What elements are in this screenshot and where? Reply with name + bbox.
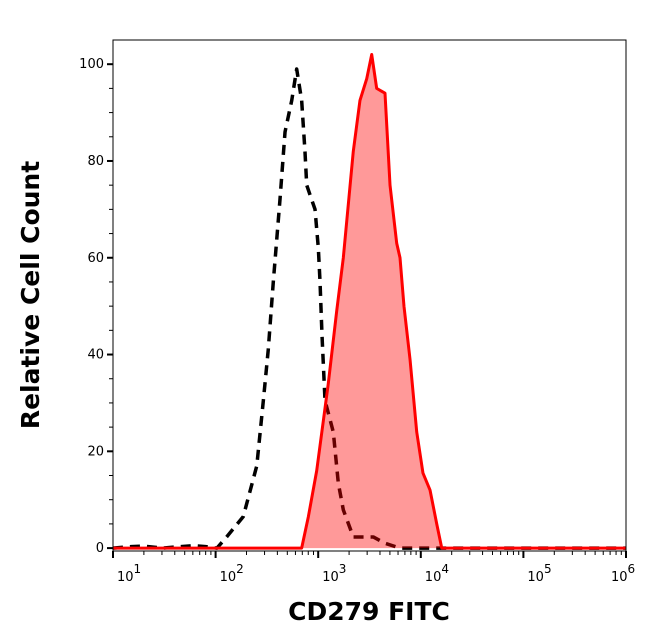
y-tick-label: 100 [79,57,104,72]
x-tick-label: 103 [322,562,346,585]
x-tick-exponent: 6 [628,562,636,576]
x-tick-label: 102 [220,562,244,585]
x-tick-base: 10 [527,570,544,585]
x-tick-base: 10 [322,570,339,585]
x-tick-label: 106 [611,562,635,585]
x-axis-title: CD279 FITC [288,597,450,626]
y-tick-label: 80 [87,154,104,169]
plot-frame [112,39,627,552]
x-tick-label: 105 [527,562,551,585]
x-tick-base: 10 [611,570,628,585]
y-tick-label: 40 [87,348,104,363]
stained-histogram-line [113,53,626,550]
x-tick-base: 10 [425,570,442,585]
x-tick-exponent: 5 [544,562,552,576]
x-tick-base: 10 [117,570,134,585]
x-tick-base: 10 [220,570,237,585]
x-tick-exponent: 3 [339,562,347,576]
x-tick-exponent: 1 [134,562,142,576]
series-layer [112,53,626,550]
y-tick-label: 60 [87,251,104,266]
y-axis-title: Relative Cell Count [16,161,45,429]
x-tick-exponent: 2 [236,562,244,576]
stained-histogram-fill [113,54,626,549]
y-tick-label: 20 [87,444,104,459]
control-histogram-line [112,67,626,550]
y-tick-label: 0 [96,541,104,556]
x-tick-label: 101 [117,562,141,585]
x-tick-exponent: 4 [441,562,449,576]
x-tick-label: 104 [425,562,449,585]
